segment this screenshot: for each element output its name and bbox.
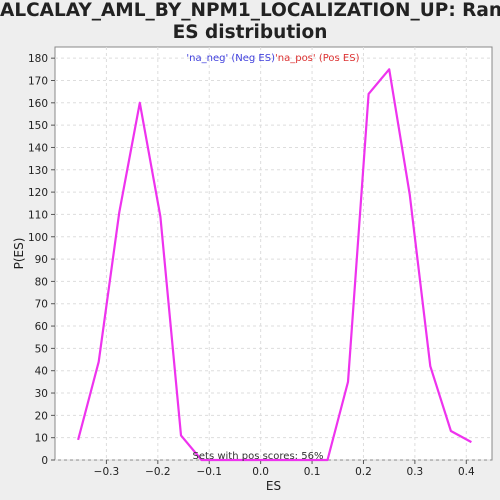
chart-title-line-2: ES distribution bbox=[172, 22, 328, 43]
y-tick-label: 50 bbox=[35, 343, 48, 355]
y-tick-label: 10 bbox=[35, 433, 48, 445]
x-axis-ticks: −0.3 −0.2 −0.1 0.0 0.1 0.2 0.3 0.4 bbox=[94, 460, 475, 478]
y-tick-label: 40 bbox=[35, 366, 48, 378]
y-tick-label: 30 bbox=[35, 388, 48, 400]
x-tick-label: −0.2 bbox=[145, 466, 171, 478]
y-tick-label: 60 bbox=[35, 321, 48, 333]
y-tick-label: 120 bbox=[28, 187, 48, 199]
y-tick-label: 90 bbox=[35, 254, 48, 266]
grid bbox=[55, 47, 492, 461]
y-tick-label: 100 bbox=[28, 232, 48, 244]
x-tick-label: 0.4 bbox=[458, 466, 475, 478]
y-tick-label: 140 bbox=[28, 142, 48, 154]
y-axis-label: P(ES) bbox=[12, 238, 26, 270]
y-tick-label: 150 bbox=[28, 120, 48, 132]
x-tick-label: −0.3 bbox=[94, 466, 120, 478]
legend-entry-neg: 'na_neg' (Neg ES) bbox=[186, 53, 275, 64]
x-tick-label: 0.2 bbox=[355, 466, 372, 478]
y-tick-label: 80 bbox=[35, 276, 48, 288]
y-tick-label: 110 bbox=[28, 209, 48, 221]
x-tick-label: 0.3 bbox=[407, 466, 424, 478]
x-axis-label: ES bbox=[266, 479, 281, 493]
y-tick-label: 20 bbox=[35, 410, 48, 422]
plot-area bbox=[54, 46, 493, 461]
pos-scores-annotation: Sets with pos scores: 56% bbox=[193, 451, 324, 462]
y-tick-label: 130 bbox=[28, 165, 48, 177]
y-tick-label: 0 bbox=[41, 455, 48, 467]
y-tick-label: 170 bbox=[28, 75, 48, 87]
x-tick-label: 0.0 bbox=[252, 466, 269, 478]
y-tick-label: 160 bbox=[28, 98, 48, 110]
y-tick-label: 70 bbox=[35, 299, 48, 311]
series-line bbox=[77, 68, 472, 462]
x-tick-label: 0.1 bbox=[304, 466, 321, 478]
chart-title: ALCALAY_AML_BY_NPM1_LOCALIZATION_UP: Ran… bbox=[0, 0, 500, 44]
series-group bbox=[77, 68, 472, 462]
chart-title-line-1: ALCALAY_AML_BY_NPM1_LOCALIZATION_UP: Ran… bbox=[0, 0, 500, 21]
y-tick-label: 180 bbox=[28, 53, 48, 65]
x-tick-label: −0.1 bbox=[196, 466, 222, 478]
legend-entry-pos: 'na_pos' (Pos ES) bbox=[275, 53, 360, 64]
y-axis-ticks: 0 10 20 30 40 50 60 70 80 90 100 110 120 130 140 150 160… bbox=[28, 53, 55, 467]
